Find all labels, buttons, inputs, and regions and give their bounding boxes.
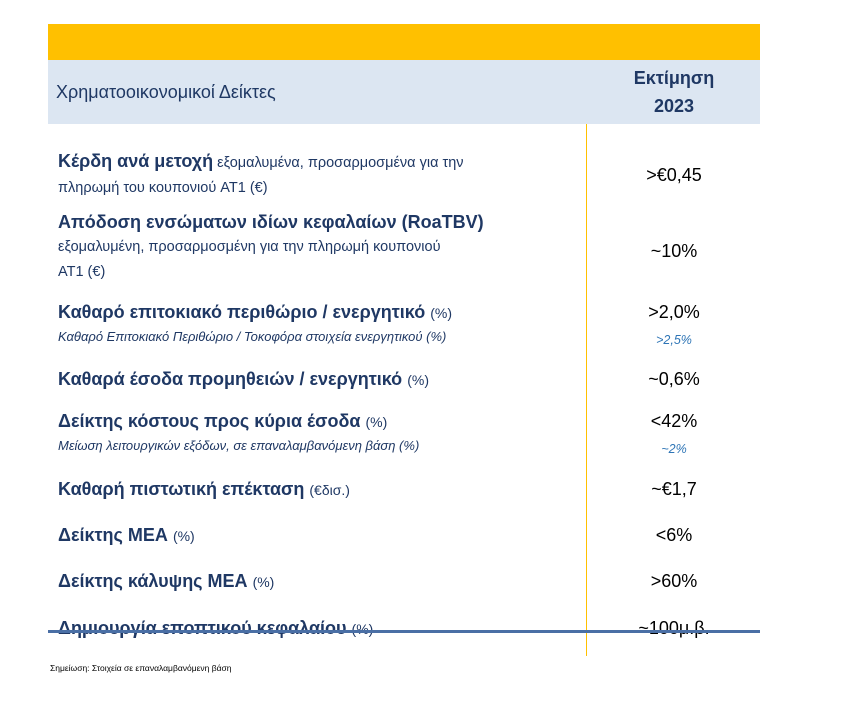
row-label: Δείκτης κάλυψης ΜΕΑ (%) <box>58 571 578 592</box>
row-unit: (%) <box>351 621 374 637</box>
table-bottom-rule <box>48 630 760 633</box>
row-label: Δείκτης κόστους προς κύρια έσοδα (%) Μεί… <box>58 411 578 453</box>
row-label: Απόδοση ενσώματων ιδίων κεφαλαίων (RoaTB… <box>58 209 578 285</box>
row-subtitle: Καθαρό Επιτοκιακό Περιθώριο / Τοκοφόρα σ… <box>58 329 447 344</box>
row-title: Κέρδη ανά μετοχή <box>58 151 214 171</box>
row-unit: (€δισ.) <box>309 482 350 498</box>
row-label: Καθαρά έσοδα προμηθειών / ενεργητικό (%) <box>58 369 578 390</box>
row-value: ~0,6% <box>648 369 700 389</box>
row-value: >€0,45 <box>646 165 702 185</box>
table-body: Κέρδη ανά μετοχή εξομαλυμένα, προσαρμοσμ… <box>48 124 760 656</box>
row-title: Καθαρά έσοδα προμηθειών / ενεργητικό <box>58 369 403 389</box>
row-label: Καθαρή πιστωτική επέκταση (€δισ.) <box>58 479 578 500</box>
row-unit: (%) <box>172 528 195 544</box>
row-value: >60% <box>650 571 698 591</box>
row-unit: (%) <box>430 305 453 321</box>
row-value: ~€1,7 <box>651 479 697 499</box>
row-label: Δείκτης ΜΕΑ (%) <box>58 525 578 546</box>
row-title: Καθαρό επιτοκιακό περιθώριο / ενεργητικό <box>58 302 426 322</box>
row-value: >2,0% <box>648 302 700 322</box>
row-title: Δείκτης κόστους προς κύρια έσοδα <box>58 411 361 431</box>
row-sub-value: >2,5% <box>656 333 692 347</box>
header-estimate-label: Εκτίμηση <box>633 68 715 88</box>
header-estimate-year: 2023 <box>653 96 695 116</box>
row-title: Καθαρή πιστωτική επέκταση <box>58 479 305 499</box>
row-unit: (%) <box>365 414 388 430</box>
row-unit: (%) <box>252 574 275 590</box>
row-label: Καθαρό επιτοκιακό περιθώριο / ενεργητικό… <box>58 302 578 344</box>
row-value: <42% <box>650 411 698 431</box>
footnote: Σημείωση: Στοιχεία σε επαναλαμβανόμενη β… <box>50 663 232 673</box>
header-accent-band <box>48 24 760 60</box>
row-unit: (%) <box>407 372 429 388</box>
kpi-table: Χρηματοοικονομικοί Δείκτες Εκτίμηση 2023… <box>48 24 760 656</box>
row-description-line2: AT1 (€) <box>58 264 106 280</box>
row-description-line2: πληρωμή του κουπονιού AT1 (€) <box>58 180 268 196</box>
row-title: Δημιουργία εποπτικού κεφαλαίου <box>58 618 347 638</box>
row-value: ~100μ.β. <box>638 618 710 638</box>
row-description: εξομαλυμένα, προσαρμοσμένα για την <box>217 155 464 171</box>
row-label: Κέρδη ανά μετοχή εξομαλυμένα, προσαρμοσμ… <box>58 149 578 201</box>
row-title: Απόδοση ενσώματων ιδίων κεφαλαίων (RoaTB… <box>58 212 484 232</box>
table-header: Χρηματοοικονομικοί Δείκτες Εκτίμηση 2023 <box>48 60 760 124</box>
header-indicators-title: Χρηματοοικονομικοί Δείκτες <box>56 81 276 102</box>
row-value: <6% <box>655 525 693 545</box>
row-value: ~10% <box>650 241 698 261</box>
column-divider <box>586 124 587 656</box>
header-estimate-title: Εκτίμηση 2023 <box>588 60 760 124</box>
row-label: Δημιουργία εποπτικού κεφαλαίου (%) <box>58 618 578 639</box>
row-description: εξομαλυμένη, προσαρμοσμένη για την πληρω… <box>58 239 441 255</box>
row-title: Δείκτης ΜΕΑ <box>58 525 168 545</box>
row-subtitle: Μείωση λειτουργικών εξόδων, σε επαναλαμβ… <box>58 438 420 453</box>
row-title: Δείκτης κάλυψης ΜΕΑ <box>58 571 248 591</box>
row-sub-value: ~2% <box>661 442 687 456</box>
